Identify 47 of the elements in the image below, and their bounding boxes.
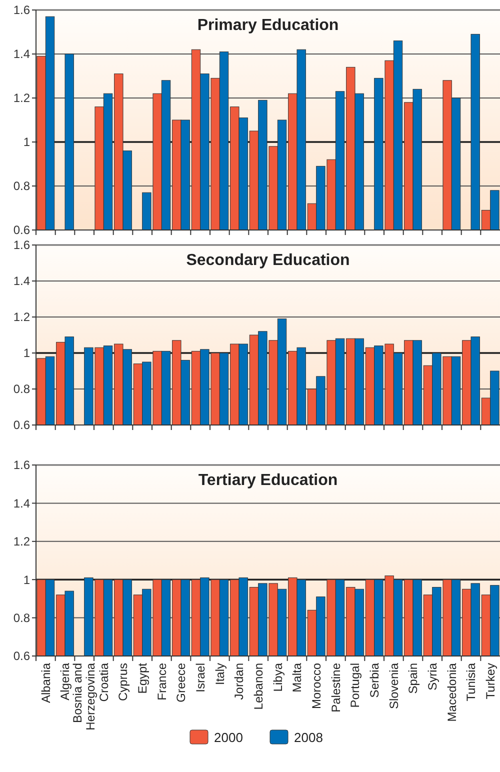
y-tick-label: 1.4 — [13, 47, 30, 62]
x-tick-label: Lebanon — [252, 663, 266, 710]
y-tick-label: 1.2 — [13, 310, 30, 324]
y-tick-label: 1.4 — [13, 496, 30, 510]
x-tick-label: Macedonia — [444, 662, 459, 722]
x-tick-label: Algeria — [58, 662, 72, 700]
y-tick-label: 1.6 — [13, 458, 30, 472]
legend-label: 2008 — [294, 730, 323, 745]
y-tick-label: 1.6 — [13, 238, 30, 252]
y-tick-label: 1 — [23, 135, 30, 150]
y-tick-label: 0.8 — [13, 179, 30, 194]
x-tick-label: Spain — [406, 663, 420, 694]
y-tick-label: 1 — [23, 346, 30, 360]
chart-title: Primary Education — [197, 17, 339, 34]
y-tick-label: 0.6 — [13, 649, 30, 664]
y-tick-label: 1.4 — [13, 274, 30, 288]
chart-title: Secondary Education — [186, 252, 350, 269]
x-tick-label: Syria — [426, 662, 440, 690]
x-tick-label: Serbia — [368, 662, 382, 698]
x-tick-label: Jordan — [232, 663, 246, 700]
y-tick-label: 1.2 — [13, 534, 30, 549]
y-tick-label: 0.8 — [13, 611, 30, 625]
x-tick-label: Malta — [290, 662, 304, 692]
y-tick-label: 1.6 — [13, 3, 30, 18]
x-tick-label: Slovenia — [386, 662, 401, 710]
x-tick-label: Libya — [270, 662, 285, 692]
x-tick-label: Bosnia and Herzegovina — [70, 662, 98, 730]
x-tick-label: Portugal — [348, 663, 362, 708]
x-tick-label: Egypt — [136, 662, 150, 694]
x-tick-label: Cyprus — [116, 663, 130, 702]
x-tick-label: Morocco — [310, 662, 324, 710]
y-tick-label: 1 — [23, 572, 30, 587]
x-tick-label: Greece — [174, 662, 188, 702]
x-tick-label: Croatia — [96, 662, 111, 702]
x-tick-label: Israel — [194, 663, 208, 692]
x-tick-label: France — [154, 662, 169, 700]
y-tick-label: 0.6 — [13, 223, 30, 238]
x-tick-label: Turkey — [484, 663, 498, 700]
x-tick-label: Italy — [212, 663, 227, 686]
x-tick-label: Palestine — [328, 662, 343, 712]
x-tick-label: Albania — [38, 662, 53, 704]
x-tick-label: Tunisia — [464, 662, 478, 702]
y-tick-label: 0.6 — [13, 418, 30, 432]
y-tick-label: 1.2 — [13, 91, 30, 106]
y-tick-label: 0.8 — [13, 382, 30, 396]
legend-label: 2000 — [214, 730, 243, 745]
chart-title: Tertiary Education — [198, 472, 338, 489]
